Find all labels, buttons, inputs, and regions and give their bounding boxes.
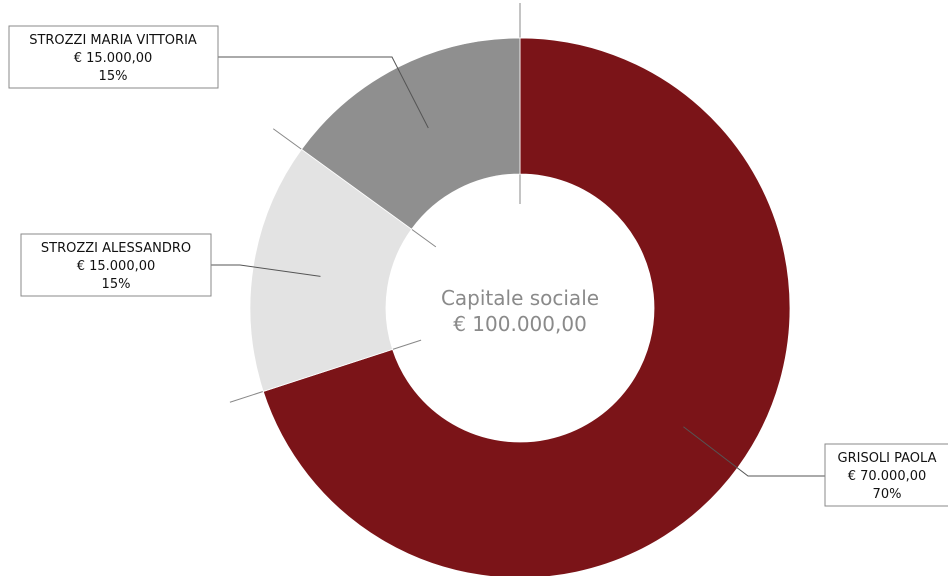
center-total: € 100.000,00	[453, 312, 587, 336]
leader-line	[211, 264, 321, 277]
callout-leader-lines	[211, 56, 825, 477]
center-title: Capitale sociale	[441, 286, 599, 310]
callout-percent: 70%	[873, 487, 902, 502]
callout-name: STROZZI ALESSANDRO	[41, 241, 191, 256]
callout-strozzi-maria-vittoria: STROZZI MARIA VITTORIA € 15.000,00 15%	[8, 25, 219, 89]
callout-strozzi-alessandro: STROZZI ALESSANDRO € 15.000,00 15%	[20, 233, 212, 297]
callout-percent: 15%	[99, 69, 128, 84]
leader-line	[218, 56, 429, 129]
callout-percent: 15%	[102, 277, 131, 292]
callout-grisoli-paola: GRISOLI PAOLA € 70.000,00 70%	[824, 443, 948, 507]
callout-box	[20, 233, 212, 297]
callout-amount: € 15.000,00	[74, 51, 153, 66]
callout-box	[824, 443, 948, 507]
donut-slice-grisoli-paola	[262, 37, 791, 576]
donut-slice-strozzi-alessandro	[249, 148, 413, 392]
callout-box	[8, 25, 219, 89]
leader-line	[683, 426, 825, 477]
callout-amount: € 15.000,00	[77, 259, 156, 274]
callout-name: STROZZI MARIA VITTORIA	[29, 33, 197, 48]
callout-name: GRISOLI PAOLA	[838, 451, 937, 466]
donut-slice-strozzi-maria-vittoria	[301, 37, 521, 230]
callout-amount: € 70.000,00	[848, 469, 927, 484]
donut-slices	[249, 37, 791, 576]
